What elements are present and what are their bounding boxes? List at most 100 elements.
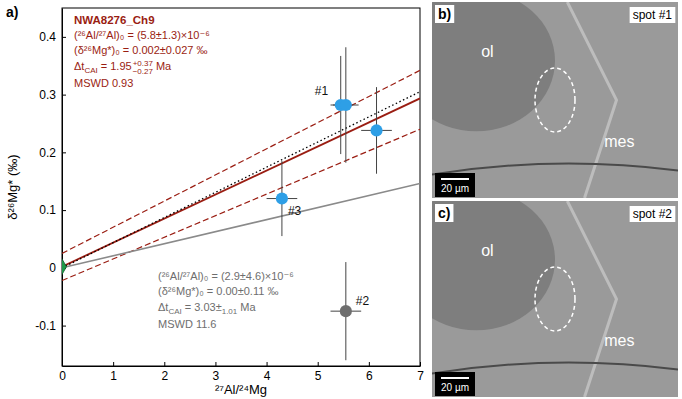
y-tick: 0.2 xyxy=(39,146,66,160)
plot-marks xyxy=(62,47,420,360)
panel-letter: a) xyxy=(6,4,18,20)
phase-label: mes xyxy=(604,133,634,150)
line xyxy=(62,184,420,268)
x-tick-label: 6 xyxy=(366,369,373,383)
y-axis-line xyxy=(62,9,63,367)
annotation-part: Δt xyxy=(74,60,84,72)
y-tick-mark xyxy=(62,210,66,211)
x-tick-label: 1 xyxy=(110,369,117,383)
spot-label-background xyxy=(630,7,676,23)
x-tick: 2 xyxy=(161,362,168,383)
micrograph xyxy=(432,2,678,198)
annotation-part: Ma xyxy=(156,60,172,72)
micrograph-panel: olmesc)spot #220 µm xyxy=(398,189,678,397)
annotation: MSWD 0.93 xyxy=(74,77,133,89)
panel-letter: c) xyxy=(438,205,450,221)
y-tick: 0.4 xyxy=(39,30,66,44)
y-tick: -0.1 xyxy=(35,319,66,333)
annotation: ΔtCAI= 3.03±1.01Ma xyxy=(158,301,256,316)
spot-label-background xyxy=(630,206,676,222)
x-tick: 3 xyxy=(213,362,220,383)
y-tick-mark xyxy=(62,37,66,38)
spot-label: spot #2 xyxy=(633,207,673,221)
x-axis-line xyxy=(63,366,421,367)
annotation-part: Δt xyxy=(158,301,168,313)
panel-letter-box: c) xyxy=(435,204,453,222)
y-tick-label: 0 xyxy=(49,261,56,275)
phase-label: ol xyxy=(481,43,493,60)
panel-letter-background xyxy=(435,204,453,222)
plot-frame xyxy=(62,8,420,366)
point xyxy=(340,305,352,317)
annotation-part: = 1.95 xyxy=(101,60,132,72)
x-tick: 5 xyxy=(315,362,322,383)
annotation: ΔtCAI= 1.95+0.37−0.27Ma xyxy=(74,59,172,76)
figure: 0 1 2 3 4 5 6 7 -0.1 0 0.1 0.2 0.3 0.4 ²⁷Al/²⁴Mg δ²⁶Mg*… xyxy=(0,0,682,399)
x-axis-title: ²⁷Al/²⁴Mg xyxy=(215,382,267,397)
x-tick-label: 2 xyxy=(161,369,168,383)
analysis-spot xyxy=(535,267,575,331)
panel-letter-background xyxy=(435,5,454,23)
x-tick-mark xyxy=(164,362,165,366)
line xyxy=(62,129,420,280)
point xyxy=(340,99,352,111)
analysis-spot xyxy=(535,68,575,132)
x-tick-mark xyxy=(318,362,319,366)
y-tick-mark xyxy=(62,152,66,153)
scale-bar-background xyxy=(435,173,475,197)
y-tick: 0.3 xyxy=(39,88,66,102)
y-tick-mark xyxy=(62,95,66,96)
annotation-part: −0.27 xyxy=(133,67,154,76)
y-tick-label: 0.3 xyxy=(39,88,56,102)
annotation: (δ²⁶Mg*)₀ = 0.002±0.027 ‰ xyxy=(74,44,207,56)
annotation-title: NWA8276_Ch9 xyxy=(74,14,155,26)
annotation-part: CAI xyxy=(84,66,97,75)
y-tick: 0.1 xyxy=(39,203,66,217)
scale-bar: 20 µm xyxy=(435,173,475,197)
x-tick-mark xyxy=(113,362,114,366)
x-axis: 0 1 2 3 4 5 6 7 xyxy=(59,362,424,383)
annotation-part: Ma xyxy=(240,301,256,313)
x-tick-label: 7 xyxy=(417,369,424,383)
y-axis: -0.1 0 0.1 0.2 0.3 0.4 xyxy=(35,9,66,367)
point-label: #3 xyxy=(288,204,302,218)
x-tick-label: 0 xyxy=(59,369,66,383)
line xyxy=(62,98,420,266)
x-tick-mark xyxy=(369,362,370,366)
x-tick-mark xyxy=(215,362,216,366)
scale-bar-line xyxy=(441,377,469,379)
annotation: (²⁶Al/²⁷Al)₀ = (2.9±4.6)×10⁻⁶ xyxy=(158,270,294,282)
x-tick: 4 xyxy=(264,362,271,383)
annotation-part: = 3.03± xyxy=(185,301,222,313)
micrograph-panel: ol mes b) spot #1 20 µm xyxy=(398,0,678,198)
annotation: MSWD 11.6 xyxy=(158,318,216,330)
spot-label-box: spot #2 xyxy=(630,206,676,222)
annotation: (δ²⁶Mg*)₀ = 0.00±0.11 ‰ xyxy=(158,285,278,297)
panel-letter: b) xyxy=(438,6,451,22)
panel-letter-box: b) xyxy=(435,5,454,23)
point-label: #2 xyxy=(356,294,370,308)
y-tick-mark xyxy=(62,326,66,327)
x-tick-mark xyxy=(267,362,268,366)
micrograph xyxy=(432,201,678,397)
scale-bar-background xyxy=(435,372,475,396)
line xyxy=(62,92,420,268)
x-tick-label: 4 xyxy=(264,369,271,383)
x-tick: 7 xyxy=(417,362,424,383)
annotation-part: 1.01 xyxy=(222,307,238,316)
phase-label: mes xyxy=(604,332,634,349)
spot-label-box: spot #1 xyxy=(630,7,676,23)
x-tick-label: 5 xyxy=(315,369,322,383)
phase-label: ol xyxy=(481,242,493,259)
point xyxy=(62,259,66,275)
spot-label: spot #1 xyxy=(633,8,673,22)
x-tick: 6 xyxy=(366,362,373,383)
annotation: (²⁶Al/²⁷Al)₀ = (5.8±1.3)×10⁻⁶ xyxy=(74,29,210,41)
y-axis-title: δ²⁶Mg* (‰) xyxy=(5,154,20,219)
point-label: #1 xyxy=(315,84,329,98)
x-tick-mark xyxy=(420,362,421,366)
y-tick-label: 0.1 xyxy=(39,203,56,217)
crack xyxy=(432,164,678,175)
figure-svg: 0 1 2 3 4 5 6 7 -0.1 0 0.1 0.2 0.3 0.4 ²⁷Al/²⁴Mg δ²⁶Mg*… xyxy=(0,0,682,399)
scale-bar-line xyxy=(441,178,469,180)
